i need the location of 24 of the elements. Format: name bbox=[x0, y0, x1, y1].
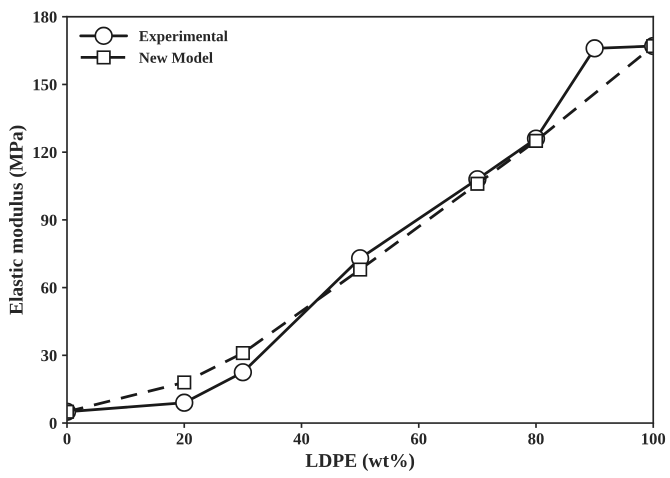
point bbox=[175, 394, 194, 412]
x-axis-title: LDPE (wt%) bbox=[306, 453, 414, 472]
y-tick-label: 60 bbox=[41, 282, 57, 294]
x-tick-label: 0 bbox=[63, 433, 71, 444]
point bbox=[177, 375, 192, 390]
y-tick-label: 120 bbox=[34, 146, 57, 158]
y-tick-label: 150 bbox=[34, 79, 57, 90]
point bbox=[236, 346, 250, 360]
y-tick-label: 90 bbox=[41, 214, 57, 226]
point bbox=[353, 262, 368, 277]
x-tick-label: 40 bbox=[293, 433, 310, 444]
y-tick-label: 0 bbox=[50, 418, 57, 429]
point bbox=[234, 363, 252, 382]
x-tick-label: 80 bbox=[528, 433, 544, 444]
y-axis-title: Elastic modulus (MPa) bbox=[9, 126, 27, 315]
point bbox=[585, 39, 604, 58]
legend-label: Experimental bbox=[139, 30, 228, 44]
y-tick-label: 30 bbox=[41, 350, 57, 362]
x-tick-label: 60 bbox=[410, 433, 426, 444]
legend-label: New Model bbox=[139, 52, 213, 63]
y-tick-label: 180 bbox=[34, 11, 57, 23]
x-tick-label: 100 bbox=[642, 433, 666, 444]
point bbox=[528, 134, 544, 148]
x-tick-label: 20 bbox=[176, 433, 192, 444]
